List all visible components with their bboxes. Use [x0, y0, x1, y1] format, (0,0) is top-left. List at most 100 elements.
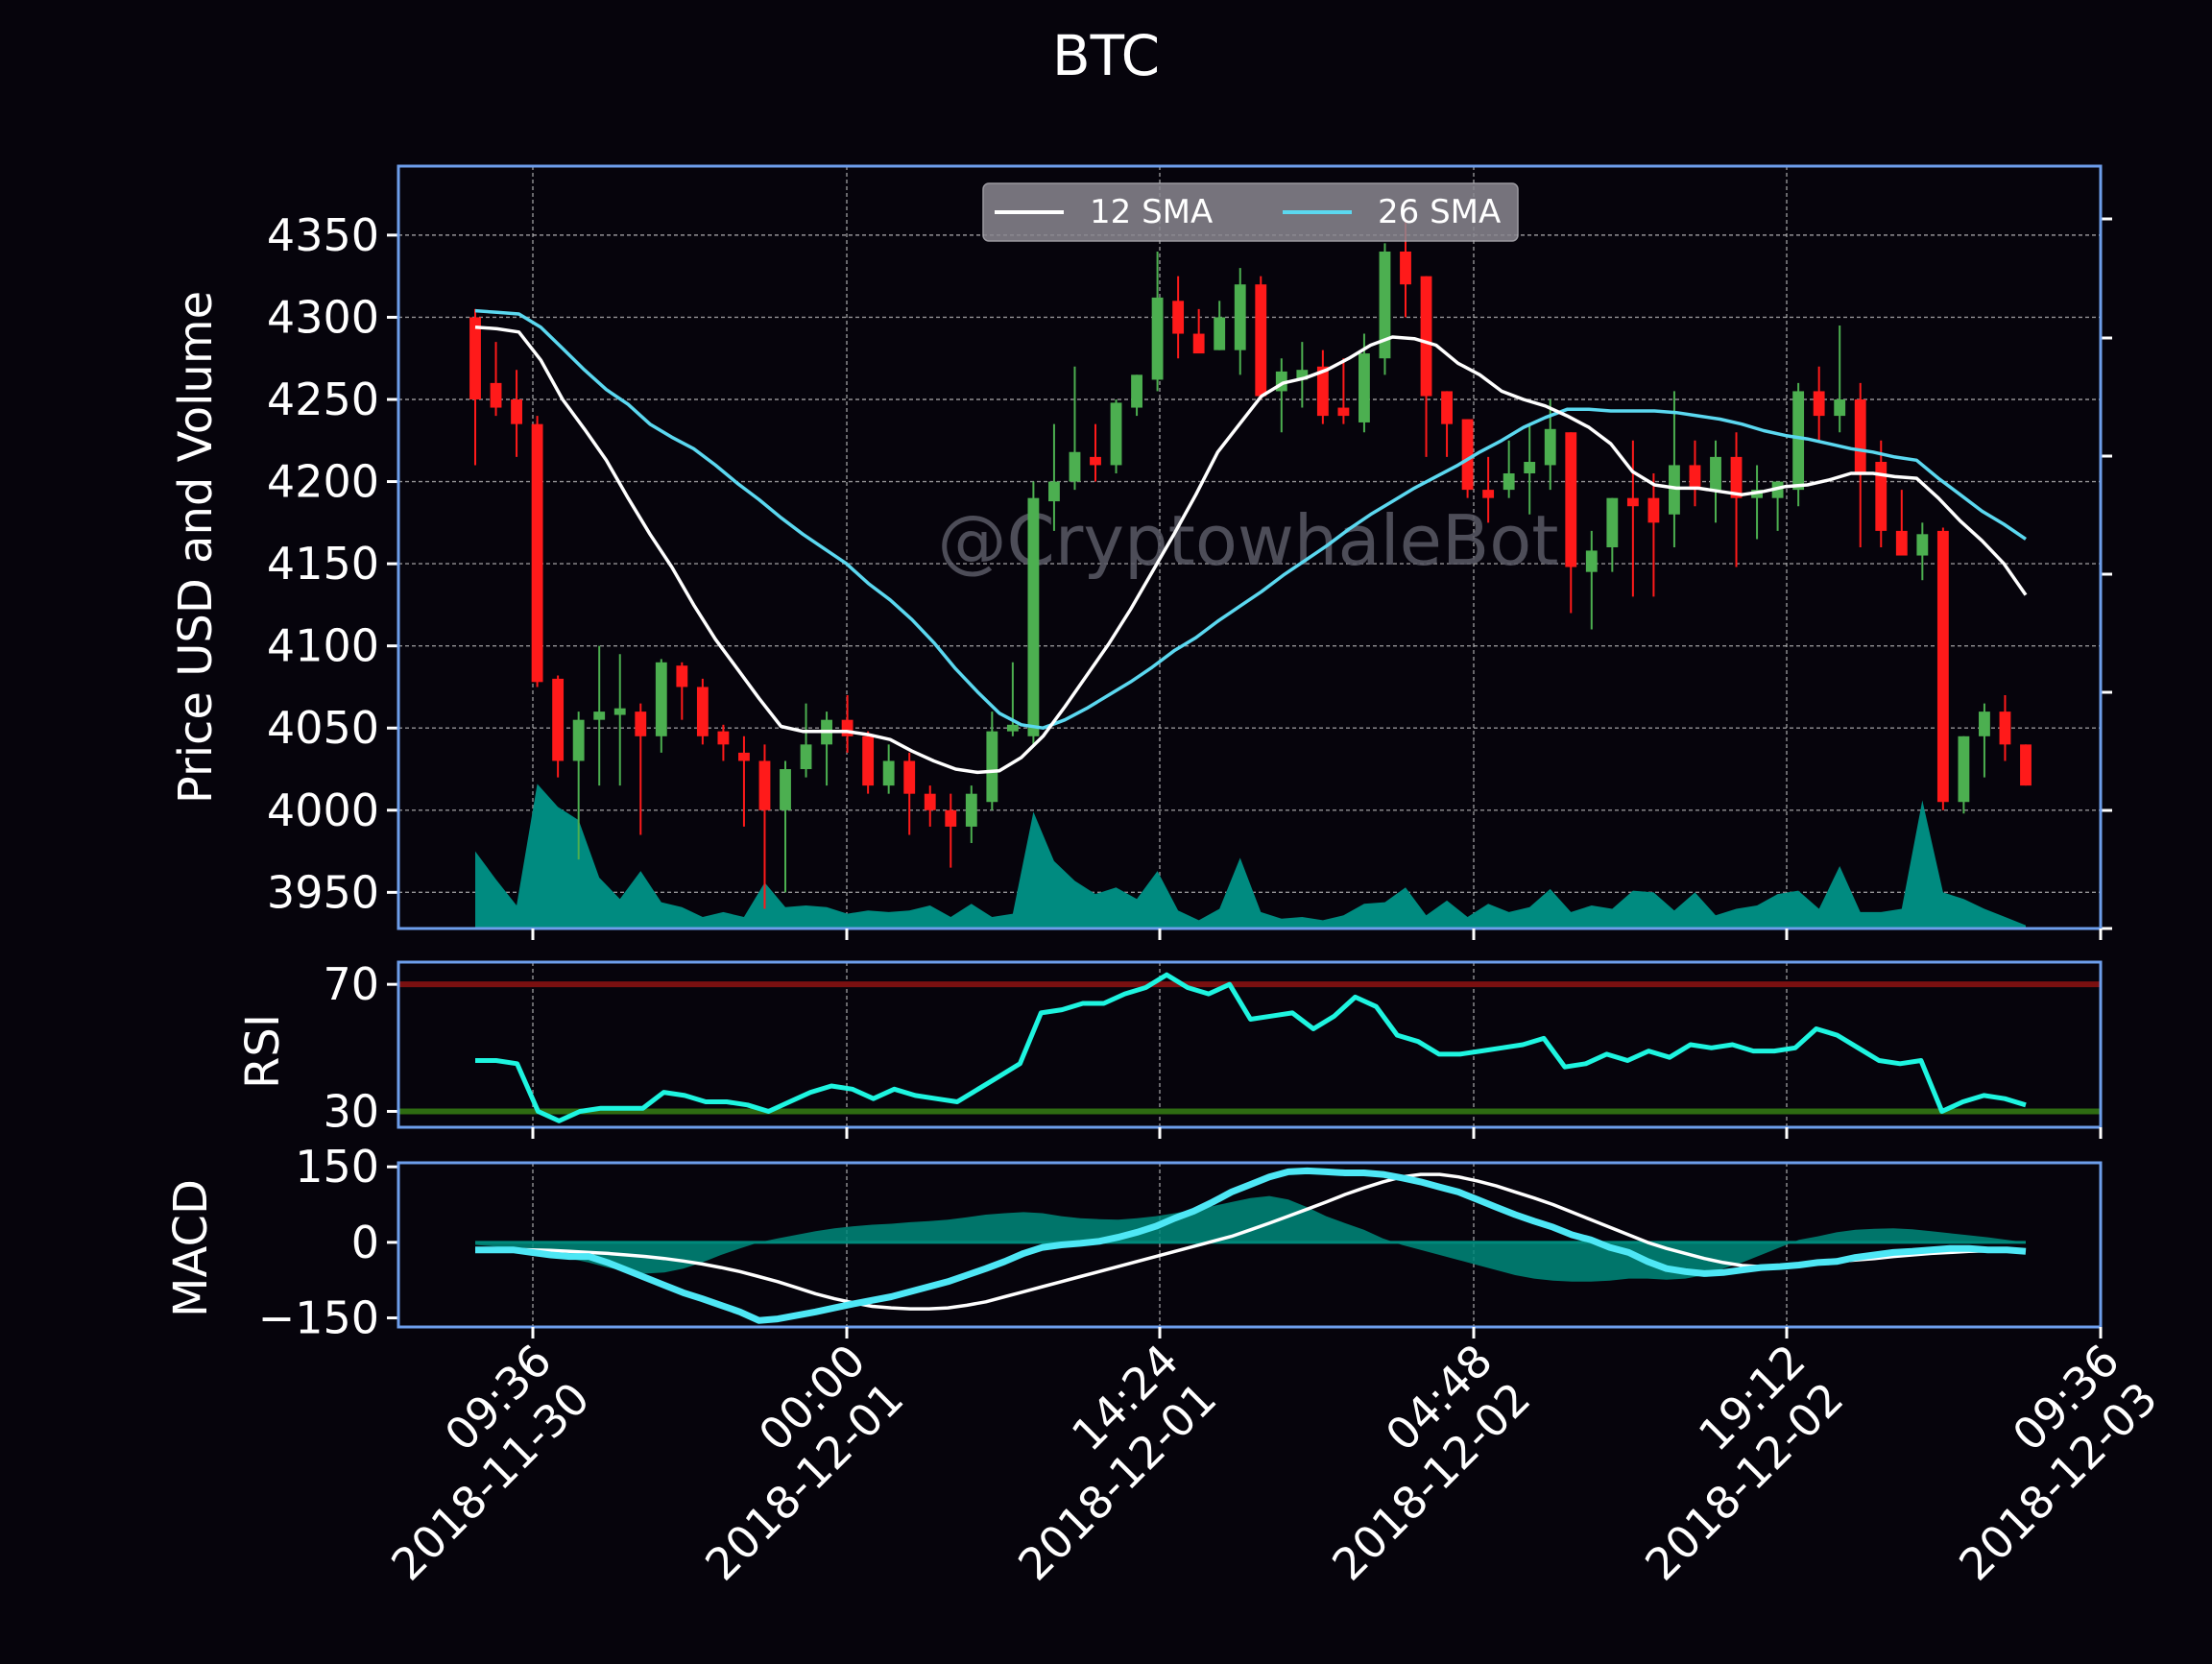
- candle-body: [552, 678, 565, 761]
- candle-body: [655, 662, 667, 736]
- candle-body: [1585, 550, 1598, 572]
- candle-body: [1358, 353, 1370, 422]
- legend-label-sma12: 12 SMA: [1090, 193, 1213, 231]
- candle-body: [1647, 497, 1660, 523]
- candle-body: [1792, 391, 1805, 491]
- candle-body: [717, 731, 730, 745]
- macd-ytick-label-150: 150: [295, 1141, 379, 1193]
- candle-body: [1730, 456, 1743, 498]
- candle-body: [613, 708, 626, 715]
- candle-body: [1503, 472, 1515, 491]
- macd-ytick-label-0: 0: [351, 1217, 379, 1268]
- candle-body: [1834, 398, 1846, 417]
- rsi-ytick-label-30: 30: [323, 1085, 379, 1137]
- price-ytick-label-4300: 4300: [267, 291, 379, 343]
- price-ytick-label-4000: 4000: [267, 784, 379, 836]
- candle-body: [1214, 317, 1226, 350]
- price-ylabel: Price USD and Volume: [169, 291, 223, 804]
- candle-body: [1316, 366, 1329, 417]
- macd-ylabel: MACD: [164, 1179, 218, 1317]
- candle-body: [1524, 462, 1536, 473]
- sma12-line: [474, 325, 2028, 775]
- candle-body: [635, 711, 647, 736]
- candle-body: [945, 809, 957, 827]
- legend-box: [982, 182, 1519, 242]
- candle-body: [1275, 371, 1287, 392]
- price-ytick-label-4050: 4050: [267, 702, 379, 754]
- candle-body: [1544, 428, 1556, 466]
- candle-body: [1854, 398, 1866, 473]
- rsi-ytick-label-70: 70: [323, 958, 379, 1010]
- candle-body: [1255, 284, 1267, 397]
- candle-body: [924, 793, 936, 810]
- candle-body: [1979, 711, 1990, 736]
- chart-title: BTC: [1052, 23, 1160, 88]
- candle-body: [780, 769, 791, 810]
- candle-body: [1710, 456, 1721, 491]
- rsi-line: [475, 972, 2027, 1123]
- candle-body: [2020, 744, 2032, 786]
- volume-area: [475, 784, 2026, 928]
- legend-label-sma26: 26 SMA: [1378, 193, 1501, 231]
- candle-body: [1936, 530, 1949, 803]
- candle-body: [1234, 284, 1246, 350]
- candle-body: [696, 687, 709, 736]
- candle-body: [1565, 432, 1577, 567]
- candle-body: [1916, 534, 1929, 556]
- candle-body: [862, 736, 875, 786]
- candle-body: [903, 760, 916, 794]
- legend: 12 SMA 26 SMA: [982, 182, 1519, 242]
- macd-line: [475, 1167, 2027, 1324]
- candle-body: [1461, 419, 1474, 491]
- candle-body: [965, 793, 977, 827]
- price-ytick-label-4150: 4150: [267, 538, 379, 590]
- price-ytick-label-4250: 4250: [267, 374, 379, 425]
- candle-body: [1006, 724, 1019, 732]
- candle-body: [1131, 374, 1142, 408]
- candle-body: [572, 719, 585, 761]
- price-panel-frame: [397, 164, 2103, 930]
- candle-body: [1958, 736, 1970, 803]
- candle-body: [738, 752, 750, 761]
- price-ytick-label-4200: 4200: [267, 456, 379, 508]
- watermark: @CryptowhaleBot: [937, 500, 1558, 581]
- candle-body: [1689, 465, 1701, 491]
- candle-body: [1337, 407, 1350, 417]
- candle-body: [841, 719, 854, 736]
- candle-body: [1441, 391, 1453, 424]
- candle-body: [1895, 530, 1908, 556]
- candle-body: [1048, 481, 1060, 502]
- candle-body: [490, 382, 502, 408]
- candle-body: [758, 760, 771, 810]
- candle-body: [986, 731, 998, 803]
- price-ytick-label-4100: 4100: [267, 620, 379, 672]
- candle-body: [1420, 276, 1432, 397]
- rsi-ylabel: RSI: [236, 1014, 290, 1089]
- candle-body: [882, 760, 895, 786]
- candle-body: [511, 398, 522, 424]
- price-ytick-label-3950: 3950: [267, 866, 379, 918]
- price-ytick-label-4350: 4350: [267, 209, 379, 261]
- candle-body: [1027, 497, 1040, 736]
- candle-body: [1875, 462, 1887, 531]
- candle-body: [1110, 402, 1122, 466]
- candle-body: [1296, 370, 1309, 380]
- candle-body: [593, 711, 606, 720]
- macd-ytick-label--150: −150: [258, 1292, 379, 1344]
- candle-body: [1669, 465, 1680, 515]
- candle-body: [800, 744, 812, 770]
- candle-body: [1069, 451, 1081, 482]
- sma26-line: [474, 308, 2027, 730]
- candle-body: [1379, 251, 1391, 359]
- candle-body: [1172, 301, 1185, 334]
- candle-body: [1151, 297, 1164, 380]
- candle-body: [1813, 391, 1825, 417]
- candle-body: [1090, 456, 1101, 466]
- candle-body: [1606, 497, 1619, 547]
- candle-body: [1400, 251, 1411, 285]
- macd-panel-frame: [397, 1161, 2103, 1329]
- rsi-panel-frame: [397, 960, 2103, 1129]
